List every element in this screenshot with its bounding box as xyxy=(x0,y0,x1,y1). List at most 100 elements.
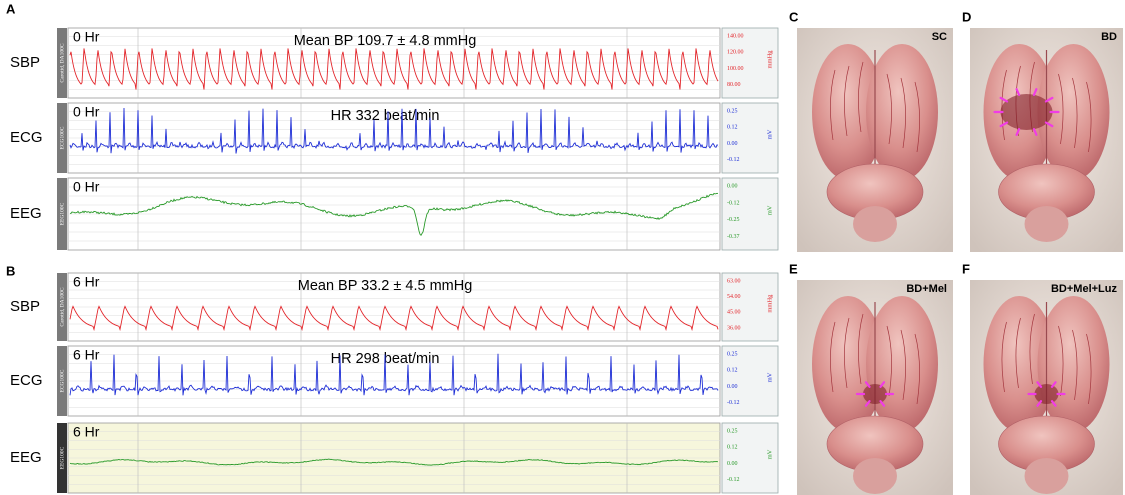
time-label: 6 Hr xyxy=(73,424,100,440)
scale-label: 0.12 xyxy=(727,368,738,374)
brain-photo: C SC xyxy=(789,9,953,252)
vessel xyxy=(1001,69,1007,141)
arrow xyxy=(1044,121,1054,128)
time-label: 0 Hr xyxy=(73,104,100,120)
vessel xyxy=(1001,321,1007,393)
vessel xyxy=(1086,81,1092,153)
vessel xyxy=(858,313,864,385)
arrow xyxy=(999,121,1009,128)
panel-letter: F xyxy=(962,261,970,276)
arrow xyxy=(1050,381,1057,388)
vessel xyxy=(886,325,892,397)
scale-label: 140.00 xyxy=(727,33,744,39)
vessel xyxy=(1058,325,1064,397)
vessel xyxy=(830,69,836,141)
arrow xyxy=(999,96,1009,103)
annotation: Mean BP 33.2 ± 4.5 mmHg xyxy=(298,278,473,294)
arrow xyxy=(1015,88,1021,96)
unit-label: mV xyxy=(766,205,773,215)
scale-label: 0.25 xyxy=(727,108,738,114)
scale-label: 100.00 xyxy=(727,66,744,72)
annotation: HR 332 beat/min xyxy=(331,108,440,124)
waveform xyxy=(69,353,719,396)
photo-label: BD+Mel xyxy=(906,283,947,295)
scale-box xyxy=(721,422,779,494)
scale-label: 36.00 xyxy=(727,325,741,331)
vessel xyxy=(1086,333,1092,405)
scale-label: 0.25 xyxy=(727,351,738,357)
scale-box xyxy=(721,272,779,342)
scale-label: 0.00 xyxy=(727,384,738,390)
scale-label: 80.00 xyxy=(727,82,741,88)
time-label: 6 Hr xyxy=(73,347,100,363)
panel-letter: D xyxy=(962,9,971,24)
scale-box xyxy=(721,345,779,417)
photo-label: SC xyxy=(932,31,947,43)
panel-letter: A xyxy=(6,1,16,16)
scale-box xyxy=(721,27,779,99)
vessel xyxy=(886,73,892,145)
annotation: Mean BP 109.7 ± 4.8 mmHg xyxy=(294,33,477,49)
brainstem xyxy=(1024,206,1069,242)
channel-label: EEG100C xyxy=(59,446,65,469)
photo-label: BD+Mel+Luz xyxy=(1051,283,1118,295)
trace-row: Carotid, DA100C SBP 6 Hr Mean BP 33.2 ± 4.5… xyxy=(10,272,779,342)
trace-label: SBP xyxy=(10,54,40,71)
channel-label: EEG100C xyxy=(59,202,65,225)
trace-label: EEG xyxy=(10,205,42,222)
vessel xyxy=(830,321,836,393)
scale-label: -0.12 xyxy=(727,477,740,483)
time-label: 6 Hr xyxy=(73,274,100,290)
unit-label: mV xyxy=(766,129,773,139)
scale-label: 0.25 xyxy=(727,428,738,434)
scale-label: 0.12 xyxy=(727,445,738,451)
channel-strip xyxy=(57,423,67,493)
vessel xyxy=(914,333,920,405)
waveform xyxy=(69,305,719,332)
arrow xyxy=(1032,128,1038,136)
scale-label: 0.00 xyxy=(727,183,738,189)
waveform xyxy=(69,48,719,90)
unit-label: mV xyxy=(766,372,773,382)
trace-label: EEG xyxy=(10,449,42,466)
scale-label: 63.00 xyxy=(727,278,741,284)
brain-photo: F BD+Mel+Luz xyxy=(962,261,1123,495)
scale-label: -0.25 xyxy=(727,217,740,223)
waveform xyxy=(69,192,719,237)
trace-label: ECG xyxy=(10,129,43,146)
brain-photo: D BD xyxy=(962,9,1123,252)
time-label: 0 Hr xyxy=(73,29,100,45)
trace-row: ECG100C ECG 0 Hr HR 332 beat/min 0.25 0.12 0.0… xyxy=(10,102,779,174)
channel-label: ECG100C xyxy=(59,369,65,392)
scale-box xyxy=(721,177,779,251)
channel-strip xyxy=(57,28,67,98)
hemisphere xyxy=(1037,44,1110,180)
scale-label: 120.00 xyxy=(727,50,744,56)
arrow xyxy=(1050,400,1057,407)
arrow xyxy=(1036,400,1043,407)
scale-box xyxy=(721,102,779,174)
arrow xyxy=(864,400,871,407)
trace-row: EEG100C EEG 0 Hr 0.00 -0.12 -0.25 -0.37 mV xyxy=(10,177,779,251)
brain-photo: E BD+Mel xyxy=(789,261,953,495)
scale-label: -0.12 xyxy=(727,400,740,406)
photo-label: BD xyxy=(1101,31,1117,43)
panel-letter: E xyxy=(789,261,798,276)
waveform xyxy=(69,458,718,466)
scale-label: 45.00 xyxy=(727,310,741,316)
hemisphere xyxy=(866,44,938,180)
brainstem xyxy=(853,458,897,494)
channel-strip xyxy=(57,103,67,173)
arrow xyxy=(1032,88,1038,96)
arrow xyxy=(1036,381,1043,388)
unit-label: mmHg xyxy=(766,50,773,69)
panel-letter: C xyxy=(789,9,799,24)
scale-label: -0.12 xyxy=(727,200,740,206)
time-label: 0 Hr xyxy=(73,179,100,195)
brainstem xyxy=(853,206,897,242)
channel-strip xyxy=(57,346,67,416)
scale-label: -0.37 xyxy=(727,234,740,240)
vessel xyxy=(900,329,906,401)
arrow xyxy=(864,381,871,388)
